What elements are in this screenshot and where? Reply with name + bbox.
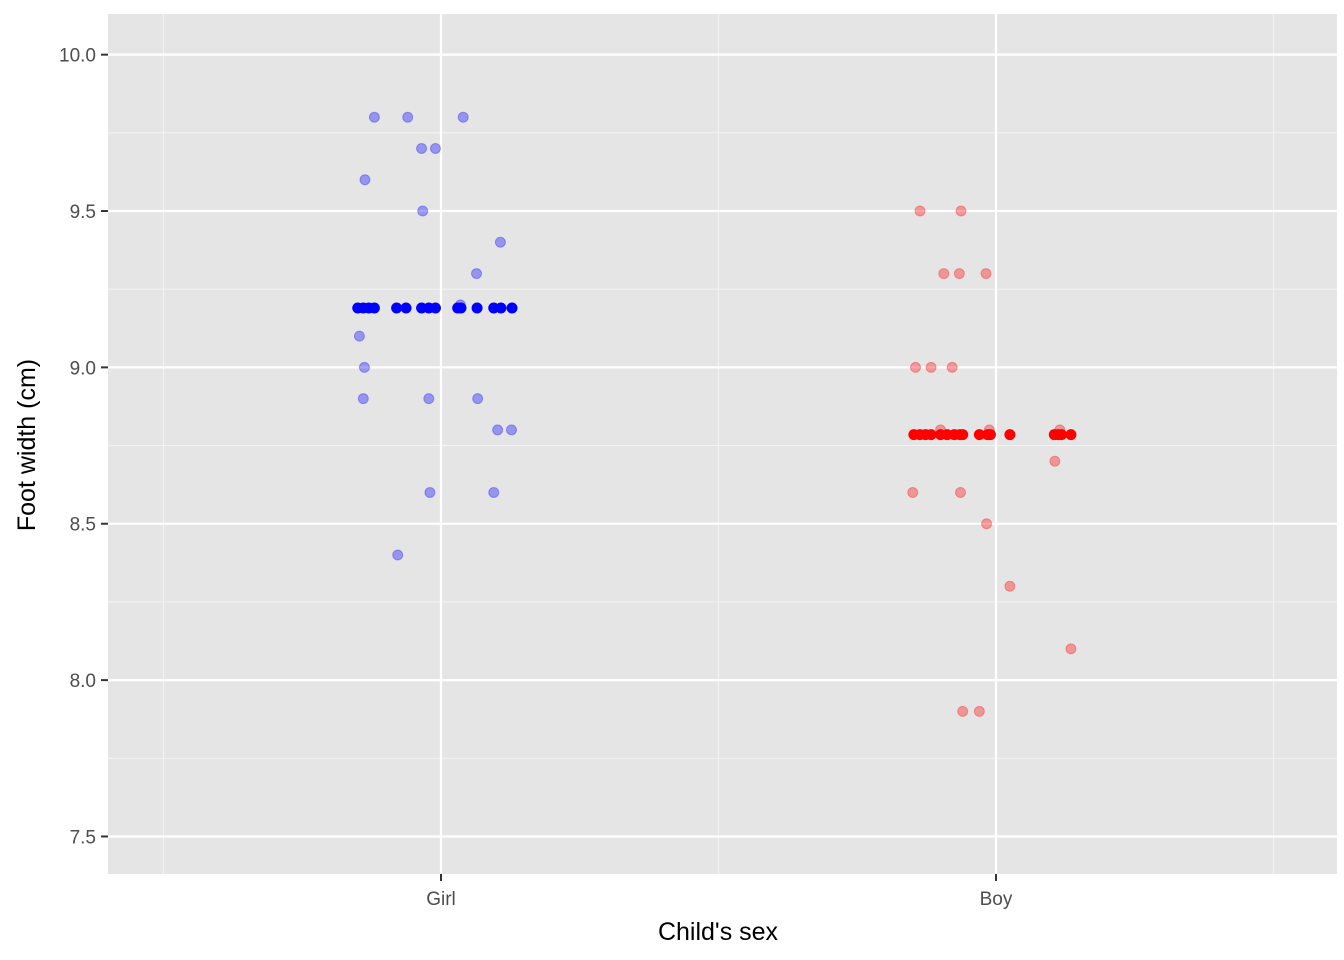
boy-data-point <box>955 205 967 217</box>
boy-mean-point <box>973 429 985 441</box>
girl-data-point <box>494 236 506 248</box>
boy-data-point <box>980 268 992 280</box>
boy-data-point <box>1004 580 1016 592</box>
y-axis-title: Foot width (cm) <box>13 359 41 531</box>
girl-data-point <box>429 142 441 154</box>
y-tick-label: 8.5 <box>70 515 96 536</box>
girl-data-point <box>488 486 500 498</box>
boy-mean-point <box>925 429 937 441</box>
boy-data-point <box>925 361 937 373</box>
boy-data-point <box>981 518 993 530</box>
y-tick-label: 8.0 <box>70 671 96 692</box>
data-points <box>352 111 1077 717</box>
girl-data-point <box>417 205 429 217</box>
girl-data-point <box>353 330 365 342</box>
boy-data-point <box>954 486 966 498</box>
y-tick-label: 10.0 <box>59 46 96 67</box>
girl-mean-point <box>495 302 507 314</box>
girl-data-point <box>359 174 371 186</box>
girl-data-point <box>472 393 484 405</box>
girl-data-point <box>358 361 370 373</box>
boy-mean-point <box>1004 429 1016 441</box>
girl-mean-point <box>368 302 380 314</box>
boy-data-point <box>907 486 919 498</box>
x-tick-label: Girl <box>426 889 456 910</box>
boy-mean-point <box>957 429 969 441</box>
girl-mean-point <box>400 302 412 314</box>
girl-data-point <box>402 111 414 123</box>
x-tick-label: Boy <box>980 889 1013 910</box>
girl-mean-point <box>471 302 483 314</box>
girl-data-point <box>492 424 504 436</box>
minor-gridlines <box>108 14 1337 874</box>
girl-data-point <box>423 393 435 405</box>
boy-mean-point <box>984 429 996 441</box>
boy-data-point <box>938 268 950 280</box>
boy-mean-point <box>1065 429 1077 441</box>
boy-data-point <box>910 361 922 373</box>
girl-data-point <box>471 268 483 280</box>
y-tick-label: 9.5 <box>70 202 96 223</box>
y-axis: 7.5 8.0 8.5 9.0 9.5 10.0 <box>59 46 108 848</box>
boy-mean-point <box>1055 429 1067 441</box>
boy-data-point <box>1049 455 1061 467</box>
plot-panel <box>108 14 1337 874</box>
y-tick-label: 7.5 <box>70 827 96 848</box>
boy-data-point <box>914 205 926 217</box>
boy-data-point <box>957 705 969 717</box>
major-gridlines <box>108 14 1337 874</box>
girl-mean-point <box>429 302 441 314</box>
girl-data-point <box>416 142 428 154</box>
girl-data-point <box>392 549 404 561</box>
boy-data-point <box>973 705 985 717</box>
girl-data-point <box>368 111 380 123</box>
boy-data-point <box>953 268 965 280</box>
boy-data-point <box>946 361 958 373</box>
x-axis: Girl Boy <box>426 874 1013 910</box>
girl-data-point <box>457 111 469 123</box>
girl-mean-point <box>506 302 518 314</box>
x-axis-title: Child's sex <box>658 918 779 946</box>
girl-data-point <box>505 424 517 436</box>
girl-data-point <box>357 393 369 405</box>
girl-data-point <box>424 486 436 498</box>
girl-mean-point <box>391 302 403 314</box>
girl-mean-point <box>455 302 467 314</box>
boy-data-point <box>1065 643 1077 655</box>
y-tick-label: 9.0 <box>70 358 96 379</box>
